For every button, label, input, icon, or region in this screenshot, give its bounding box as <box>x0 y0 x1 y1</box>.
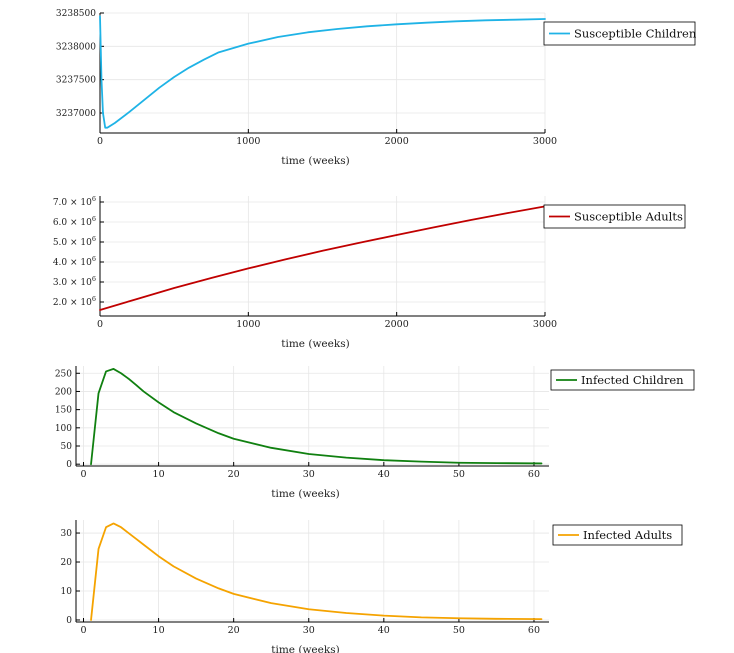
x-tick-label: 3000 <box>533 136 557 147</box>
chart-panel-3: 0 10 20 30 40 50 60 0 50 100 150 200 250 time (weeks)… <box>55 366 695 500</box>
y-tick-label: 3237500 <box>56 76 96 86</box>
y-tick-label: 3238000 <box>56 42 96 52</box>
y-tick-label: 20 <box>61 558 73 568</box>
y-tick-label: 30 <box>61 529 73 539</box>
legend-box <box>550 369 695 391</box>
x-tick-label: 10 <box>153 469 165 480</box>
x-tick-label: 0 <box>97 319 103 330</box>
y-tick-label: 10 <box>61 587 73 597</box>
x-tick-label: 40 <box>378 469 390 480</box>
y-tick-label: 7.0 × 106 <box>53 195 96 208</box>
legend-entry-label: Infected Adults <box>583 528 672 542</box>
y-tick-label: 0 <box>66 616 72 626</box>
x-tick-label: 20 <box>228 469 240 480</box>
x-tick-label: 60 <box>528 469 540 480</box>
y-tick-label: 150 <box>55 406 72 416</box>
y-tick-label: 0 <box>66 460 72 470</box>
x-tick-label: 0 <box>80 625 86 636</box>
legend-box <box>543 21 696 46</box>
y-tick-label: 50 <box>61 442 73 452</box>
x-tick-label: 30 <box>303 625 315 636</box>
series-line <box>99 205 546 311</box>
x-tick-label: 30 <box>303 469 315 480</box>
x-tick-label: 1000 <box>236 136 260 147</box>
x-tick-label: 60 <box>528 625 540 636</box>
y-tick-label: 6.0 × 106 <box>53 215 96 228</box>
x-tick-label: 2000 <box>385 136 409 147</box>
y-tick-label: 4.0 × 106 <box>53 255 96 268</box>
x-tick-label: 0 <box>80 469 86 480</box>
y-tick-label: 250 <box>55 369 72 379</box>
x-axis-label: time (weeks) <box>281 155 349 167</box>
legend: Susceptible Adults <box>543 204 686 229</box>
chart-panel-1: 0 1000 2000 3000 3237000 3237500 3238000 323850… <box>56 9 697 167</box>
x-tick-label: 50 <box>453 625 465 636</box>
x-tick-label: 2000 <box>385 319 409 330</box>
chart-panel-4: 0 10 20 30 40 50 60 0 10 20 30 time (weeks) Infected… <box>61 520 683 653</box>
x-tick-label: 10 <box>153 625 165 636</box>
legend-box <box>552 524 683 546</box>
legend-box <box>543 204 686 229</box>
x-tick-label: 50 <box>453 469 465 480</box>
x-tick-label: 0 <box>97 136 103 147</box>
x-tick-label: 40 <box>378 625 390 636</box>
chart-panel-2: 0 1000 2000 3000 2.0 × 106 3.0 × 106 4.0 × 106… <box>53 195 686 350</box>
y-tick-label: 3.0 × 106 <box>53 275 96 288</box>
series-line <box>90 368 543 466</box>
x-axis-label: time (weeks) <box>271 488 339 500</box>
y-tick-label: 200 <box>55 387 72 397</box>
series-line <box>90 522 543 621</box>
x-tick-label: 1000 <box>236 319 260 330</box>
legend: Infected Children <box>550 369 695 391</box>
y-tick-label: 100 <box>55 424 72 434</box>
x-axis-label: time (weeks) <box>281 338 349 350</box>
x-tick-label: 3000 <box>533 319 557 330</box>
y-tick-label: 2.0 × 106 <box>53 295 96 308</box>
x-axis-label: time (weeks) <box>271 644 339 653</box>
legend: Infected Adults <box>552 524 683 546</box>
legend-entry-label: Infected Children <box>581 373 684 387</box>
legend: Susceptible Children <box>543 21 697 46</box>
x-tick-label: 20 <box>228 625 240 636</box>
y-tick-label: 5.0 × 106 <box>53 235 96 248</box>
series-line <box>99 15 546 129</box>
legend-entry-label: Susceptible Adults <box>574 210 683 224</box>
y-tick-label: 3237000 <box>56 109 96 119</box>
y-tick-label: 3238500 <box>56 9 96 19</box>
legend-entry-label: Susceptible Children <box>574 27 697 41</box>
